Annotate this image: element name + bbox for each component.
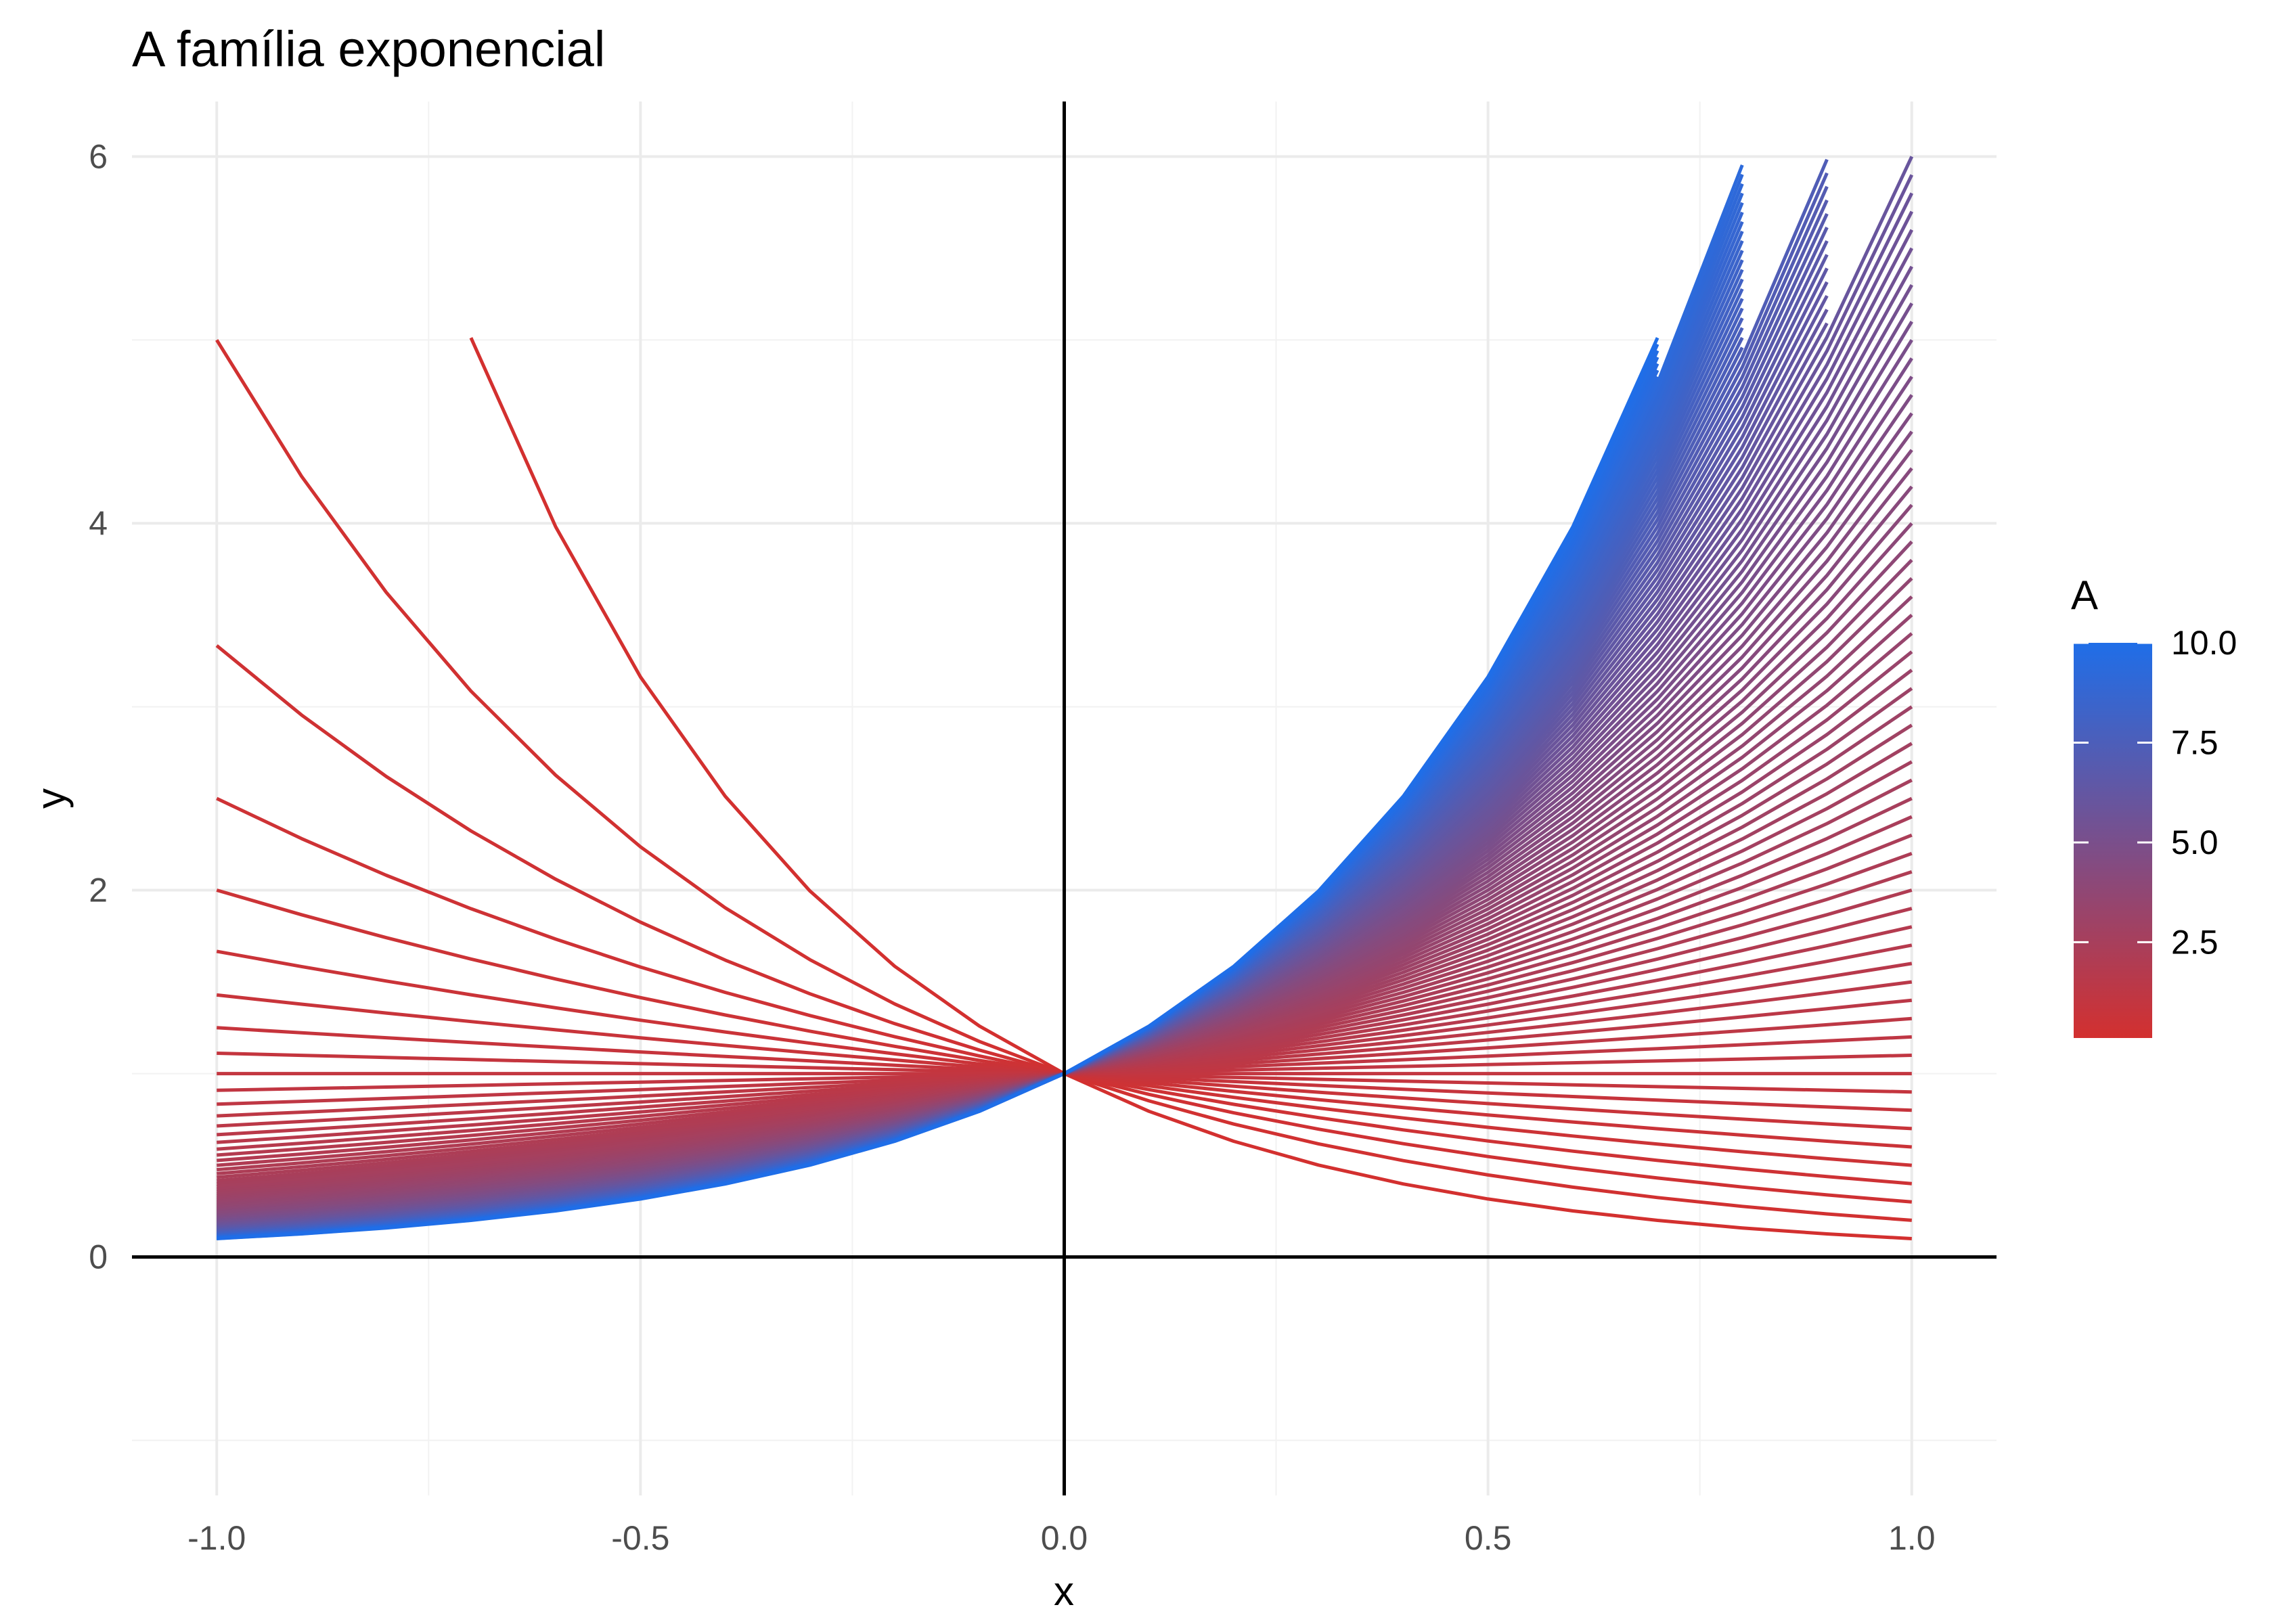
legend-title: A bbox=[2071, 572, 2098, 618]
x-tick-label: 0.5 bbox=[1465, 1519, 1512, 1557]
y-tick-label: 4 bbox=[89, 504, 108, 542]
y-tick-labels: 0 2 4 6 bbox=[89, 137, 108, 1276]
x-tick-labels: -1.0 -0.5 0.0 0.5 1.0 bbox=[187, 1519, 1935, 1557]
y-tick-label: 6 bbox=[89, 137, 108, 175]
x-axis-title: x bbox=[1054, 1569, 1074, 1614]
x-tick-label: 1.0 bbox=[1888, 1519, 1936, 1557]
chart-title: A família exponencial bbox=[132, 21, 605, 77]
reference-lines bbox=[132, 102, 1997, 1495]
y-axis-title: y bbox=[28, 788, 74, 809]
legend-tick-label: 5.0 bbox=[2171, 824, 2219, 861]
x-tick-label: 0.0 bbox=[1041, 1519, 1088, 1557]
legend: A 2.5 5.0 7.5 10.0 bbox=[2071, 572, 2237, 1038]
x-tick-label: -0.5 bbox=[611, 1519, 669, 1557]
series-line-99 bbox=[217, 337, 1659, 1240]
series-line-0 bbox=[469, 337, 1912, 1240]
legend-tick-label: 7.5 bbox=[2171, 723, 2219, 761]
legend-tick-label: 2.5 bbox=[2171, 923, 2219, 961]
x-tick-label: -1.0 bbox=[187, 1519, 246, 1557]
y-tick-label: 2 bbox=[89, 872, 108, 909]
legend-colorbar bbox=[2074, 643, 2152, 1038]
legend-tick-label: 10.0 bbox=[2171, 624, 2237, 662]
legend-ticks: 2.5 5.0 7.5 10.0 bbox=[2074, 624, 2237, 961]
y-tick-label: 0 bbox=[89, 1238, 108, 1276]
